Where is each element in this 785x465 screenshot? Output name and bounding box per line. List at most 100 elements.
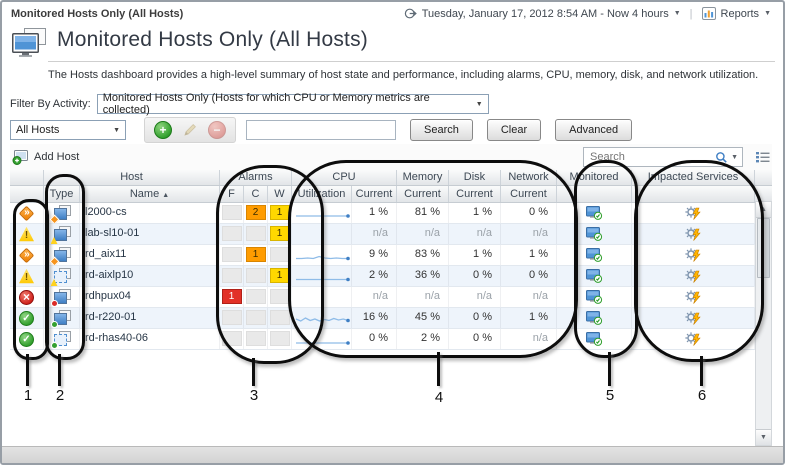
memory-column-group-header[interactable]: Memory	[397, 170, 449, 185]
time-range-label[interactable]: Tuesday, January 17, 2012 8:54 AM - Now …	[421, 7, 669, 20]
impacted-services-icon[interactable]	[685, 206, 701, 220]
warning-alarm-count[interactable]	[269, 331, 290, 346]
memory-current-column-header[interactable]: Current	[397, 186, 449, 202]
add-host-button[interactable]: Add Host	[10, 149, 79, 165]
cpu-current-column-header[interactable]: Current	[352, 186, 397, 202]
monitored-icon[interactable]	[585, 332, 603, 346]
table-row[interactable]: l2000-cs 2 1 1 % 81 % 1 % 0 %	[10, 203, 772, 224]
add-list-button[interactable]: +	[154, 121, 172, 139]
fatal-alarm-count[interactable]	[221, 268, 242, 283]
critical-alarm-count[interactable]	[245, 226, 266, 241]
critical-column-header[interactable]: C	[244, 186, 268, 202]
vertical-scrollbar[interactable]: ▲ ▼	[755, 201, 772, 446]
search-options-caret-icon[interactable]: ▼	[731, 153, 738, 161]
reports-caret-icon[interactable]: ▼	[764, 10, 771, 17]
fatal-alarm-count[interactable]	[221, 205, 242, 220]
host-name-link[interactable]: lab-sl10-01	[80, 224, 220, 244]
table-row[interactable]: rd-aixlp10 1 2 % 36 % 0 % 0 %	[10, 266, 772, 287]
edit-list-button[interactable]	[183, 123, 197, 137]
warning-alarm-count[interactable]: 1	[269, 205, 290, 220]
host-scope-select[interactable]: All Hosts ▼	[10, 120, 126, 140]
impacted-services-column-header[interactable]: Impacted Services	[632, 170, 755, 185]
network-column-group-header[interactable]: Network	[501, 170, 557, 185]
name-column-header[interactable]: Name ▲	[80, 186, 220, 202]
cpu-sparkline	[296, 277, 350, 282]
fatal-column-header[interactable]: F	[220, 186, 244, 202]
network-current-column-header[interactable]: Current	[501, 186, 557, 202]
monitored-icon[interactable]	[585, 269, 603, 283]
host-scope-value: All Hosts	[16, 124, 60, 136]
monitored-icon[interactable]	[585, 248, 603, 262]
fatal-alarm-count[interactable]	[221, 226, 242, 241]
callout-line-1	[26, 354, 29, 386]
host-status-icon	[18, 247, 35, 263]
table-row[interactable]: rd_aix11 1 9 % 83 % 1 % 1 %	[10, 245, 772, 266]
table-row[interactable]: rd-rhas40-06 0 % 2 % 0 % n/a	[10, 329, 772, 350]
monitored-icon[interactable]	[585, 206, 603, 220]
host-filter-input[interactable]	[246, 120, 396, 140]
monitored-column-header[interactable]: Monitored	[557, 170, 632, 185]
filter-by-activity-select[interactable]: Monitored Hosts Only (Hosts for which CP…	[96, 92, 489, 116]
fatal-alarm-count[interactable]	[221, 310, 242, 325]
host-name-link[interactable]: rd_aix11	[80, 245, 220, 265]
remove-list-button[interactable]: −	[208, 121, 226, 139]
table-search-input[interactable]	[588, 150, 713, 164]
annotation-number-6: 6	[697, 387, 707, 404]
warning-alarm-count[interactable]	[269, 310, 290, 325]
breadcrumb[interactable]: Monitored Hosts Only (All Hosts)	[11, 8, 184, 20]
scroll-down-button[interactable]: ▼	[756, 429, 771, 445]
search-icon[interactable]	[715, 151, 728, 164]
table-row[interactable]: rdhpux04 1 n/a n/a n/a n/a	[10, 287, 772, 308]
impacted-services-icon[interactable]	[685, 227, 701, 241]
table-row[interactable]: rd-r220-01 16 % 45 % 0 % 1 %	[10, 308, 772, 329]
fatal-alarm-count[interactable]	[221, 247, 242, 262]
memory-current-value: 83 %	[397, 245, 449, 265]
cpu-column-group-header[interactable]: CPU	[292, 170, 397, 185]
critical-alarm-count[interactable]	[245, 289, 266, 304]
host-name-link[interactable]: l2000-cs	[80, 203, 220, 223]
hosts-table: Add Host ▼ Host Alarms CPU Me	[10, 144, 772, 446]
critical-alarm-count[interactable]: 1	[245, 247, 266, 262]
vertical-scrollbar-thumb[interactable]	[757, 218, 770, 278]
table-customizer-icon[interactable]	[756, 151, 770, 163]
disk-column-group-header[interactable]: Disk	[449, 170, 501, 185]
warning-alarm-count[interactable]	[269, 247, 290, 262]
impacted-services-icon[interactable]	[685, 248, 701, 262]
critical-alarm-count[interactable]: 2	[245, 205, 266, 220]
scroll-up-button[interactable]: ▲	[756, 202, 771, 218]
search-button[interactable]: Search	[410, 119, 473, 141]
warning-alarm-count[interactable]	[269, 289, 290, 304]
impacted-services-icon[interactable]	[685, 290, 701, 304]
type-column-header[interactable]: Type	[44, 186, 80, 202]
monitored-icon[interactable]	[585, 227, 603, 241]
memory-current-value: 2 %	[397, 329, 449, 349]
advanced-button[interactable]: Advanced	[555, 119, 633, 141]
impacted-services-icon[interactable]	[685, 269, 701, 283]
host-name-link[interactable]: rd-r220-01	[80, 308, 220, 328]
host-name-link[interactable]: rd-aixlp10	[80, 266, 220, 286]
warning-alarm-count[interactable]: 1	[269, 226, 290, 241]
critical-alarm-count[interactable]	[245, 331, 266, 346]
fatal-alarm-count[interactable]	[221, 331, 242, 346]
critical-alarm-count[interactable]	[245, 310, 266, 325]
clear-button[interactable]: Clear	[486, 119, 542, 141]
fatal-alarm-count[interactable]: 1	[221, 289, 242, 304]
monitored-icon[interactable]	[585, 290, 603, 304]
time-range-caret-icon[interactable]: ▼	[673, 10, 681, 17]
critical-alarm-count[interactable]	[245, 268, 266, 283]
network-current-value: 0 %	[501, 266, 557, 286]
table-row[interactable]: lab-sl10-01 1 n/a n/a n/a n/a	[10, 224, 772, 245]
host-column-group-header[interactable]: Host	[44, 170, 220, 185]
impacted-services-icon[interactable]	[685, 311, 701, 325]
reports-button[interactable]: Reports	[720, 7, 760, 20]
alarms-column-group-header[interactable]: Alarms	[220, 170, 292, 185]
impacted-services-icon[interactable]	[685, 332, 701, 346]
warning-alarm-count[interactable]: 1	[269, 268, 290, 283]
utilization-column-header[interactable]: Utilization	[292, 186, 352, 202]
host-name-link[interactable]: rd-rhas40-06	[80, 329, 220, 349]
warning-column-header[interactable]: W	[268, 186, 292, 202]
host-name-link[interactable]: rdhpux04	[80, 287, 220, 307]
horizontal-scrollbar[interactable]	[2, 446, 783, 463]
disk-current-column-header[interactable]: Current	[449, 186, 501, 202]
monitored-icon[interactable]	[585, 311, 603, 325]
